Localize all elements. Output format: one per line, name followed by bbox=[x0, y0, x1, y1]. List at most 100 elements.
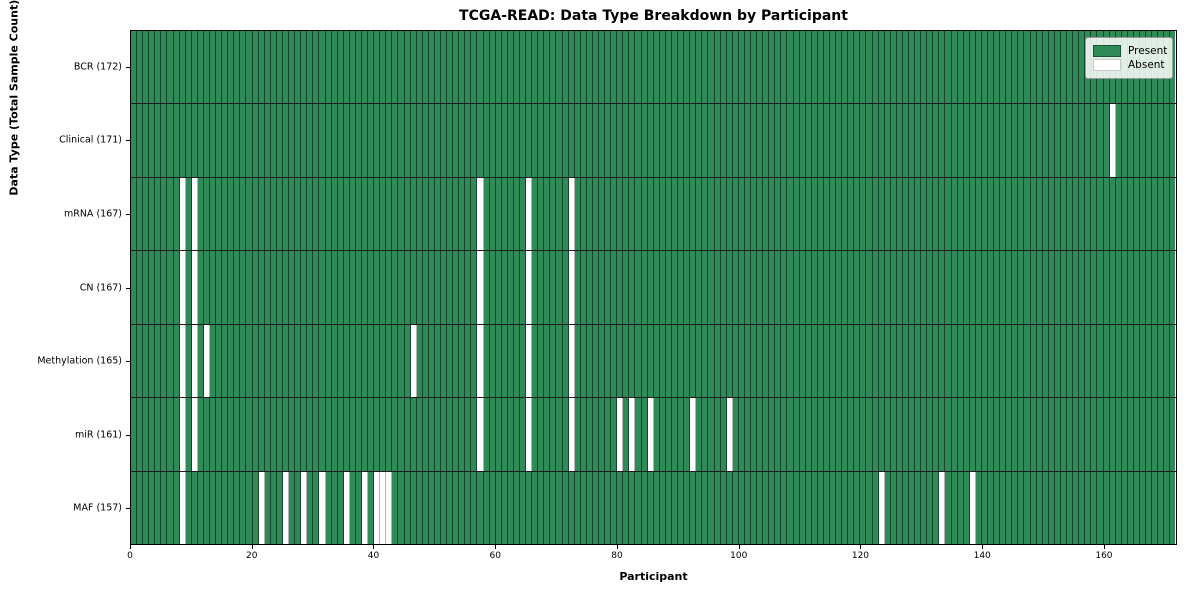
heatmap-cell bbox=[1127, 471, 1134, 544]
heatmap-cell bbox=[836, 324, 843, 398]
heatmap-cell bbox=[526, 398, 533, 471]
heatmap-cell bbox=[307, 31, 314, 104]
y-tick-mark bbox=[126, 140, 130, 142]
heatmap-cell bbox=[234, 398, 241, 471]
heatmap-cell bbox=[459, 104, 466, 177]
heatmap-cell bbox=[957, 398, 964, 471]
heatmap-cell bbox=[307, 104, 314, 177]
heatmap-cell bbox=[483, 177, 490, 251]
heatmap-cell bbox=[404, 177, 411, 251]
heatmap-cell bbox=[866, 31, 873, 104]
heatmap-cell bbox=[890, 398, 897, 471]
heatmap-cell bbox=[1060, 471, 1068, 544]
heatmap-cell bbox=[647, 104, 654, 177]
heatmap-cell bbox=[884, 398, 891, 471]
heatmap-cell bbox=[872, 177, 879, 251]
heatmap-cell bbox=[1042, 104, 1049, 177]
heatmap-cell bbox=[836, 31, 843, 104]
heatmap-cell bbox=[459, 324, 466, 398]
heatmap-cell bbox=[671, 251, 679, 324]
heatmap-cell bbox=[854, 31, 861, 104]
heatmap-cell bbox=[1067, 104, 1074, 177]
heatmap-cell bbox=[222, 398, 229, 471]
heatmap-cell bbox=[921, 471, 928, 544]
heatmap-cell bbox=[775, 471, 782, 544]
heatmap-cell bbox=[1024, 324, 1031, 398]
heatmap-cell bbox=[331, 31, 338, 104]
heatmap-cell bbox=[1012, 324, 1019, 398]
heatmap-cell bbox=[234, 324, 241, 398]
heatmap-cell bbox=[1073, 177, 1080, 251]
heatmap-cell bbox=[1121, 471, 1128, 544]
heatmap-cell bbox=[489, 251, 496, 324]
heatmap-cell bbox=[1067, 31, 1074, 104]
heatmap-cell bbox=[1067, 324, 1074, 398]
heatmap-cell bbox=[380, 104, 387, 177]
heatmap-cell bbox=[969, 31, 976, 104]
heatmap-cell bbox=[793, 324, 800, 398]
heatmap-cell bbox=[161, 471, 168, 544]
heatmap-cell bbox=[282, 31, 290, 104]
heatmap-cell bbox=[1024, 398, 1031, 471]
heatmap-cell bbox=[647, 471, 654, 544]
heatmap-cell bbox=[228, 398, 235, 471]
heatmap-cell bbox=[1006, 471, 1013, 544]
heatmap-cell bbox=[866, 471, 873, 544]
y-tick-label: miR (161) bbox=[74, 429, 122, 441]
heatmap-cell bbox=[368, 324, 375, 398]
heatmap-cell bbox=[653, 104, 660, 177]
heatmap-cell bbox=[228, 104, 235, 177]
heatmap-cell bbox=[708, 324, 715, 398]
heatmap-cell bbox=[252, 31, 259, 104]
x-tick-label: 120 bbox=[851, 551, 870, 561]
heatmap-cell bbox=[1024, 471, 1031, 544]
heatmap-cell bbox=[684, 398, 691, 471]
heatmap-cell bbox=[410, 31, 417, 104]
heatmap-cell bbox=[440, 398, 448, 471]
heatmap-cell bbox=[1024, 177, 1031, 251]
heatmap-cell bbox=[440, 471, 448, 544]
heatmap-cell bbox=[453, 104, 460, 177]
heatmap-cell bbox=[629, 251, 636, 324]
heatmap-row bbox=[131, 31, 1176, 105]
heatmap-cell bbox=[313, 324, 320, 398]
heatmap-cell bbox=[781, 471, 788, 544]
heatmap-cell bbox=[289, 104, 296, 177]
heatmap-cell bbox=[264, 104, 271, 177]
heatmap-cell bbox=[264, 398, 271, 471]
heatmap-cell bbox=[902, 31, 909, 104]
heatmap-cell bbox=[301, 177, 308, 251]
heatmap-cell bbox=[787, 251, 794, 324]
heatmap-cell bbox=[757, 398, 764, 471]
heatmap-cell bbox=[1048, 31, 1055, 104]
heatmap-cell bbox=[696, 177, 703, 251]
heatmap-cell bbox=[653, 31, 660, 104]
heatmap-cell bbox=[313, 104, 320, 177]
heatmap-cell bbox=[659, 177, 666, 251]
heatmap-cell bbox=[191, 398, 198, 471]
heatmap-cell bbox=[532, 177, 539, 251]
heatmap-cell bbox=[428, 104, 435, 177]
heatmap-cell bbox=[671, 398, 679, 471]
heatmap-cell bbox=[568, 251, 575, 324]
heatmap-cell bbox=[361, 104, 369, 177]
heatmap-cell bbox=[653, 177, 660, 251]
heatmap-cell bbox=[1091, 177, 1098, 251]
heatmap-cell bbox=[185, 324, 192, 398]
heatmap-cell bbox=[611, 471, 618, 544]
heatmap-cell bbox=[1048, 177, 1055, 251]
heatmap-cell bbox=[872, 398, 879, 471]
heatmap-cell bbox=[337, 251, 344, 324]
heatmap-cell bbox=[988, 471, 995, 544]
heatmap-cell bbox=[149, 251, 156, 324]
heatmap-cell bbox=[568, 31, 575, 104]
heatmap-cell bbox=[586, 324, 593, 398]
heatmap-cell bbox=[197, 324, 204, 398]
heatmap-cell bbox=[902, 177, 909, 251]
heatmap-cell bbox=[562, 177, 569, 251]
heatmap-cell bbox=[289, 177, 296, 251]
heatmap-cell bbox=[1067, 398, 1074, 471]
heatmap-cell bbox=[641, 31, 648, 104]
heatmap-cell bbox=[690, 251, 697, 324]
heatmap-cell bbox=[1158, 398, 1165, 471]
